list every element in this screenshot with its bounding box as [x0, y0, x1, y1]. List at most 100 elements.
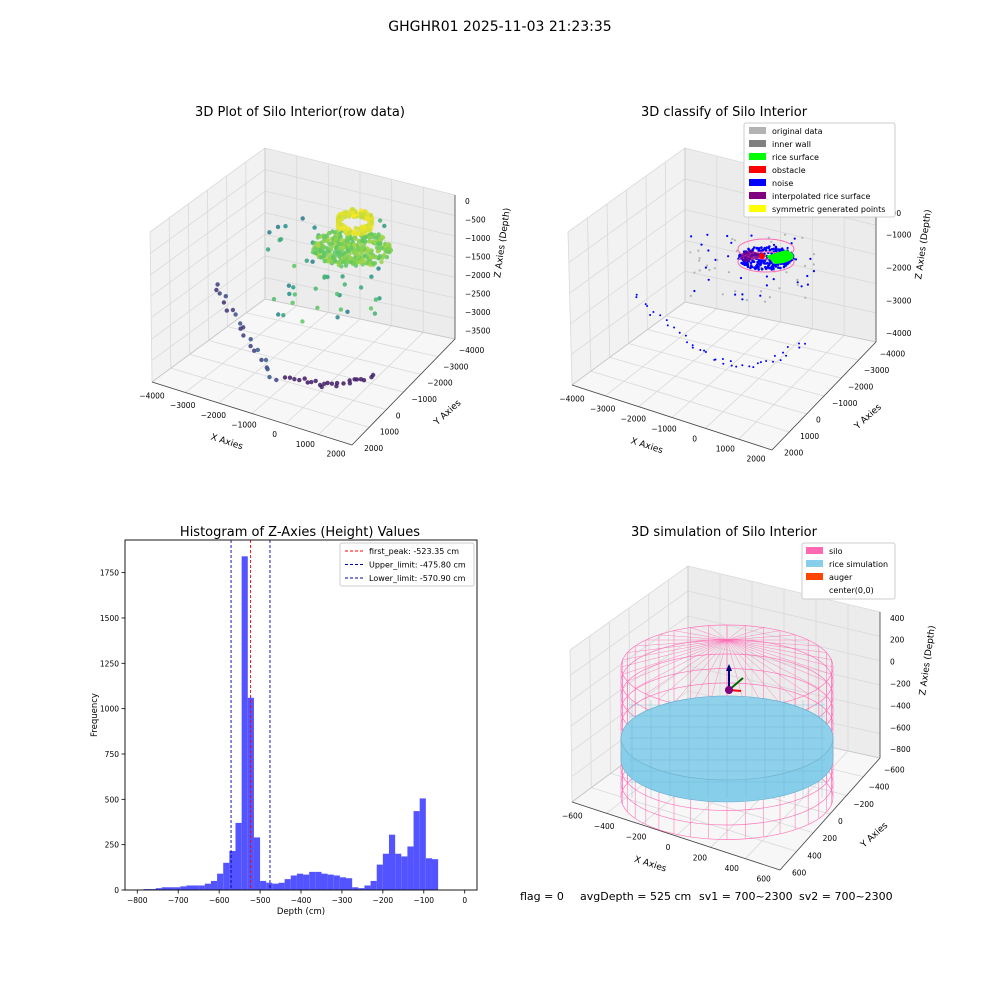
footer-avg-depth: avgDepth = 525 cm [580, 890, 691, 903]
noise-point [644, 303, 647, 306]
data-point [346, 231, 351, 236]
legend-swatch [806, 573, 823, 580]
noise-point [765, 284, 769, 287]
noise-point [794, 258, 798, 261]
data-point [277, 237, 282, 243]
data-point [376, 266, 381, 271]
legend-simulation: silo rice simulation auger center(0,0) [801, 542, 896, 600]
legend-label: inner wall [772, 140, 811, 149]
center-marker [725, 686, 733, 694]
noise-point [703, 349, 706, 352]
legend-label: obstacle [772, 166, 806, 175]
legend-label: symmetric generated points [772, 205, 885, 214]
noise-point [767, 263, 770, 267]
grid-line [187, 203, 191, 355]
data-point [337, 214, 342, 220]
data-point [338, 221, 343, 227]
noise-point [731, 237, 734, 241]
y-axis-label: Frequency [90, 693, 100, 737]
data-point [333, 237, 338, 242]
legend-label: center(0,0) [829, 586, 874, 595]
legend-box [743, 122, 896, 218]
x-tick-label: −700 [168, 896, 189, 905]
data-point [334, 291, 340, 297]
y-tick-label: −3000 [443, 362, 469, 371]
legend-label: silo [829, 547, 843, 556]
noise-point [796, 278, 799, 281]
noise-point [804, 264, 807, 267]
noise-point [772, 360, 774, 363]
noise-point [691, 346, 694, 349]
histogram-bar [186, 885, 193, 890]
noise-point [759, 263, 762, 266]
data-point [382, 223, 387, 229]
histogram-bar [309, 871, 316, 890]
data-point [376, 241, 381, 246]
z-tick-label: −1000 [886, 231, 912, 240]
x-tick-label: −800 [127, 896, 148, 905]
noise-point [753, 266, 756, 269]
noise-point [751, 248, 755, 251]
histogram-bar [352, 887, 359, 890]
noise-point [756, 362, 759, 365]
z-tick-label: −600 [890, 723, 911, 732]
noise-point [801, 236, 804, 239]
histogram-bar [204, 883, 211, 890]
noise-point [759, 294, 762, 297]
footer-flag: flag = 0 [520, 890, 564, 903]
noise-point [782, 263, 786, 266]
silo-roof-line [690, 627, 728, 641]
noise-point [691, 344, 694, 347]
data-point [359, 227, 365, 232]
histogram-bar [358, 888, 365, 890]
data-point [286, 283, 292, 288]
y-tick-label: −1000 [832, 399, 858, 408]
x-tick-label: −100 [413, 896, 434, 905]
data-point [373, 297, 379, 302]
data-point [384, 255, 390, 260]
x-tick-label: 600 [757, 874, 772, 883]
x-tick-label: −2000 [621, 415, 647, 424]
noise-point [730, 241, 733, 244]
noise-point [763, 259, 767, 262]
data-point [372, 261, 378, 266]
noise-point [749, 261, 753, 265]
histogram-bar [260, 880, 267, 890]
histogram-bar [217, 873, 224, 890]
noise-point [752, 260, 755, 264]
noise-point [777, 266, 780, 269]
silo-roof-line [708, 625, 728, 641]
grid-line [645, 175, 648, 330]
axis-line [771, 341, 877, 451]
data-point [292, 263, 297, 269]
data-point [281, 313, 286, 318]
obstacle-point [759, 253, 765, 259]
silo-roof-line [726, 639, 827, 653]
noise-point [772, 264, 775, 268]
z-tick-label: 200 [890, 636, 905, 645]
legend-swatch [749, 153, 766, 160]
noise-point [721, 358, 724, 360]
data-point [358, 208, 364, 213]
data-point [321, 249, 326, 254]
x-tick-label: 200 [693, 853, 708, 862]
z-tick-label: 0 [465, 197, 470, 206]
y-tick-label: −1000 [412, 395, 438, 404]
data-point [369, 224, 374, 229]
data-point [330, 255, 336, 260]
noise-point [635, 296, 638, 299]
data-point [359, 242, 364, 248]
data-point [265, 247, 271, 252]
noise-point [772, 243, 776, 246]
z-tick-label: −1500 [465, 252, 491, 261]
data-point [352, 261, 357, 266]
histogram-bar [241, 556, 248, 890]
data-point [328, 242, 333, 247]
noise-point [693, 289, 696, 293]
data-point [214, 287, 219, 293]
noise-point [757, 249, 761, 252]
silo-roof-line [627, 639, 728, 682]
data-point [238, 321, 243, 326]
data-point [373, 254, 379, 260]
